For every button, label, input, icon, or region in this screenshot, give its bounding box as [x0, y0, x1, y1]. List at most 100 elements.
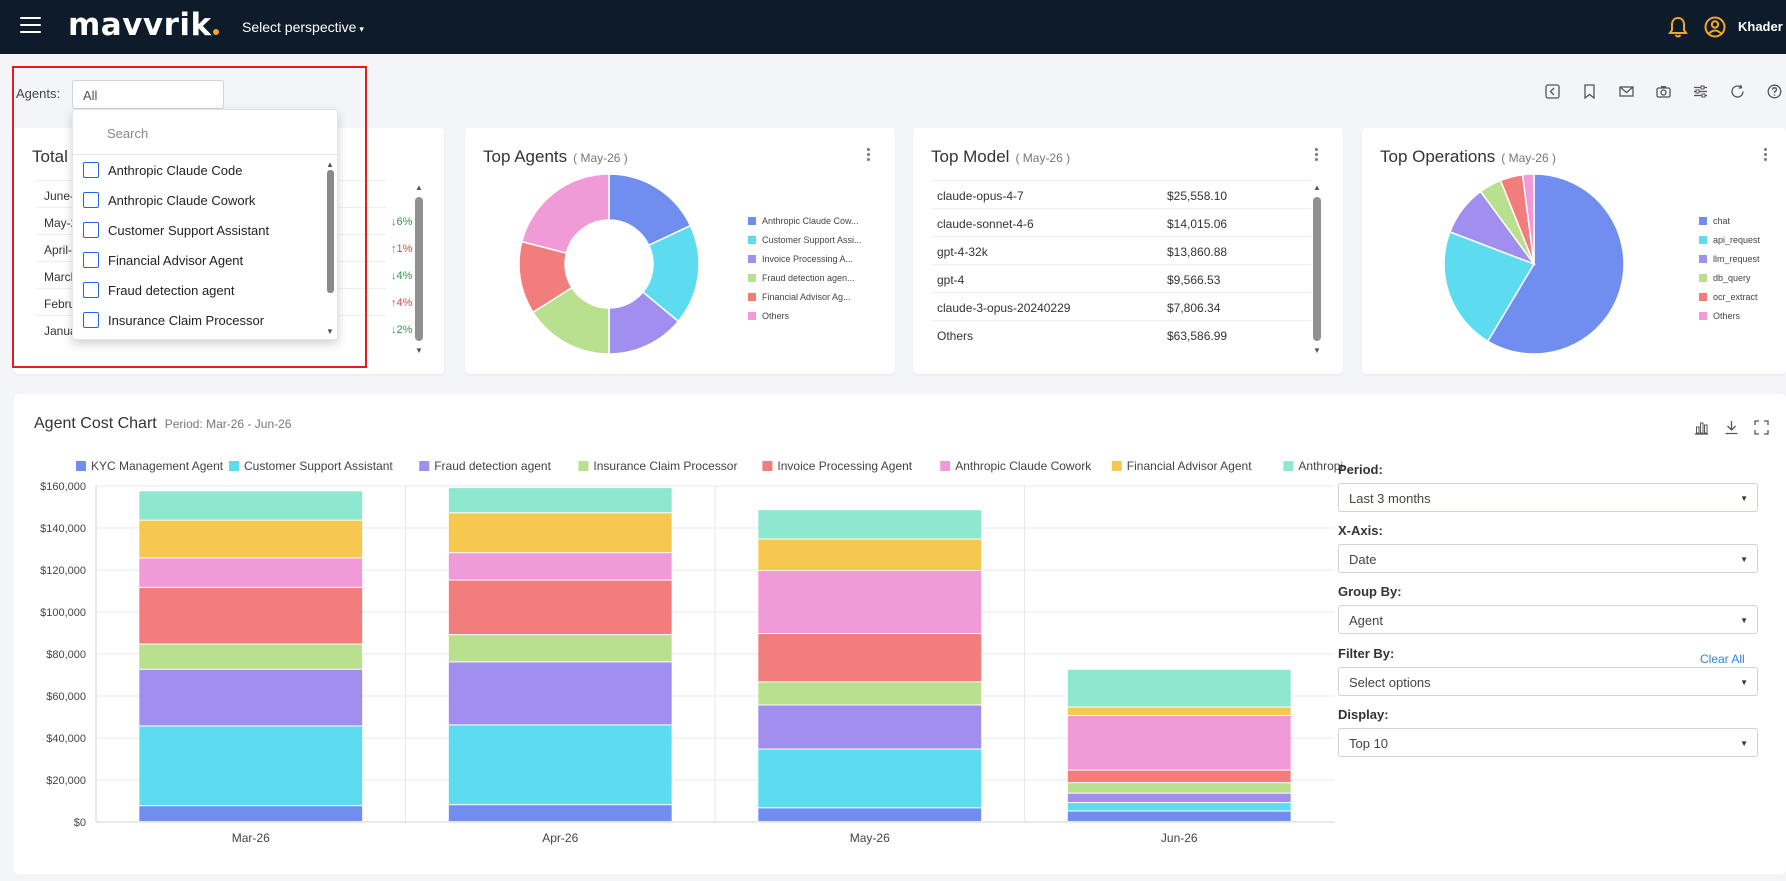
legend-item[interactable]: Customer Support Assi...	[748, 235, 862, 254]
download-icon[interactable]	[1724, 420, 1739, 435]
bar-segment[interactable]	[139, 669, 363, 726]
bar-segment[interactable]	[758, 571, 982, 634]
legend-item[interactable]: db_query	[1699, 273, 1760, 292]
scrollbar-thumb[interactable]	[415, 197, 423, 341]
scroll-down-icon[interactable]: ▼	[415, 346, 423, 355]
checkbox[interactable]	[83, 312, 99, 328]
bookmark-icon[interactable]	[1582, 84, 1597, 99]
bar-segment[interactable]	[758, 808, 982, 821]
agent-option[interactable]: Customer Support Assistant	[73, 215, 337, 245]
legend-item[interactable]: Financial Advisor Ag...	[748, 292, 862, 311]
bar-segment[interactable]	[139, 726, 363, 806]
bar-segment[interactable]	[448, 488, 672, 513]
scroll-down-icon[interactable]: ▼	[326, 327, 334, 336]
bar-segment[interactable]	[758, 749, 982, 808]
bar-segment[interactable]	[758, 510, 982, 539]
bar-segment[interactable]	[139, 644, 363, 669]
brand-logo[interactable]: mavvrik	[68, 7, 219, 43]
bar-segment[interactable]	[1067, 803, 1291, 811]
checkbox[interactable]	[83, 252, 99, 268]
legend-item[interactable]: api_request	[1699, 235, 1760, 254]
collapse-left-icon[interactable]	[1545, 84, 1560, 99]
top-model-scrollbar[interactable]: ▲ ▼	[1313, 183, 1321, 355]
agent-option[interactable]: Insurance Claim Processor	[73, 305, 337, 335]
bar-segment[interactable]	[448, 635, 672, 662]
legend-item[interactable]: Invoice Processing A...	[748, 254, 862, 273]
chart-type-icon[interactable]	[1694, 420, 1709, 435]
more-options-icon[interactable]	[1764, 148, 1768, 162]
bar-segment[interactable]	[139, 587, 363, 644]
agents-search-input[interactable]: Search	[73, 110, 337, 155]
group-by-select[interactable]: Agent ▼	[1338, 605, 1758, 634]
bar-segment[interactable]	[758, 682, 982, 705]
chart-legend-item[interactable]: Insurance Claim Processor	[578, 459, 737, 473]
user-profile-icon[interactable]	[1704, 16, 1726, 38]
more-options-icon[interactable]	[1315, 148, 1319, 162]
sliders-icon[interactable]	[1693, 84, 1708, 99]
chart-legend-item[interactable]: KYC Management Agent	[76, 459, 224, 473]
checkbox[interactable]	[83, 192, 99, 208]
top-operations-slice[interactable]	[1521, 173, 1535, 265]
top-agents-slice[interactable]	[520, 173, 610, 254]
filter-by-select[interactable]: Select options ▼	[1338, 667, 1758, 696]
refresh-icon[interactable]	[1730, 84, 1745, 99]
bar-segment[interactable]	[758, 634, 982, 682]
checkbox[interactable]	[83, 162, 99, 178]
clear-all-link[interactable]: Clear All	[1700, 652, 1745, 666]
legend-item[interactable]: Others	[1699, 311, 1760, 330]
help-icon[interactable]	[1767, 84, 1782, 99]
checkbox[interactable]	[83, 222, 99, 238]
bar-segment[interactable]	[758, 705, 982, 749]
scroll-up-icon[interactable]: ▲	[1313, 183, 1321, 192]
x-axis-select[interactable]: Date ▼	[1338, 544, 1758, 573]
checkbox[interactable]	[83, 282, 99, 298]
scrollbar-thumb[interactable]	[327, 170, 334, 293]
legend-item[interactable]: llm_request	[1699, 254, 1760, 273]
scrollbar-thumb[interactable]	[1313, 197, 1321, 341]
username[interactable]: Khader	[1738, 19, 1783, 34]
bar-segment[interactable]	[1067, 669, 1291, 707]
email-icon[interactable]	[1619, 84, 1634, 99]
chart-legend-item[interactable]: Customer Support Assistant	[229, 459, 393, 473]
camera-icon[interactable]	[1656, 84, 1671, 99]
chart-legend-item[interactable]: Anthropic Claude Code	[1283, 459, 1344, 473]
bar-segment[interactable]	[448, 725, 672, 805]
top-operations-slice[interactable]	[1443, 230, 1536, 343]
chart-legend-item[interactable]: Financial Advisor Agent	[1111, 459, 1252, 473]
bar-segment[interactable]	[139, 491, 363, 520]
more-options-icon[interactable]	[867, 148, 871, 162]
bar-segment[interactable]	[448, 580, 672, 635]
bar-segment[interactable]	[1067, 770, 1291, 783]
legend-item[interactable]: ocr_extract	[1699, 292, 1760, 311]
bar-segment[interactable]	[1067, 783, 1291, 793]
bar-segment[interactable]	[448, 553, 672, 580]
fullscreen-icon[interactable]	[1754, 420, 1769, 435]
bar-segment[interactable]	[1067, 715, 1291, 770]
bar-segment[interactable]	[1067, 811, 1291, 822]
bar-segment[interactable]	[758, 539, 982, 571]
notification-bell-icon[interactable]	[1668, 16, 1688, 38]
dropdown-scrollbar[interactable]: ▲ ▼	[326, 160, 334, 336]
bar-segment[interactable]	[448, 513, 672, 553]
bar-segment[interactable]	[139, 558, 363, 587]
total-card-scrollbar[interactable]: ▲ ▼	[415, 183, 423, 355]
bar-segment[interactable]	[139, 806, 363, 821]
perspective-selector[interactable]: Select perspective ▾	[242, 19, 364, 35]
legend-item[interactable]: Anthropic Claude Cow...	[748, 216, 862, 235]
agent-option[interactable]: Financial Advisor Agent	[73, 245, 337, 275]
display-select[interactable]: Top 10 ▼	[1338, 728, 1758, 757]
bar-segment[interactable]	[139, 520, 363, 558]
scroll-up-icon[interactable]: ▲	[415, 183, 423, 192]
legend-item[interactable]: chat	[1699, 216, 1760, 235]
chart-legend-item[interactable]: Anthropic Claude Cowork	[940, 459, 1092, 473]
scroll-down-icon[interactable]: ▼	[1313, 346, 1321, 355]
menu-icon[interactable]	[20, 17, 41, 35]
agent-option[interactable]: Fraud detection agent	[73, 275, 337, 305]
bar-segment[interactable]	[448, 662, 672, 725]
agents-filter-select[interactable]: All	[72, 80, 224, 109]
legend-item[interactable]: Fraud detection agen...	[748, 273, 862, 292]
bar-segment[interactable]	[1067, 707, 1291, 715]
scroll-up-icon[interactable]: ▲	[326, 160, 334, 169]
top-operations-slice[interactable]	[1486, 173, 1625, 355]
bar-segment[interactable]	[1067, 793, 1291, 803]
